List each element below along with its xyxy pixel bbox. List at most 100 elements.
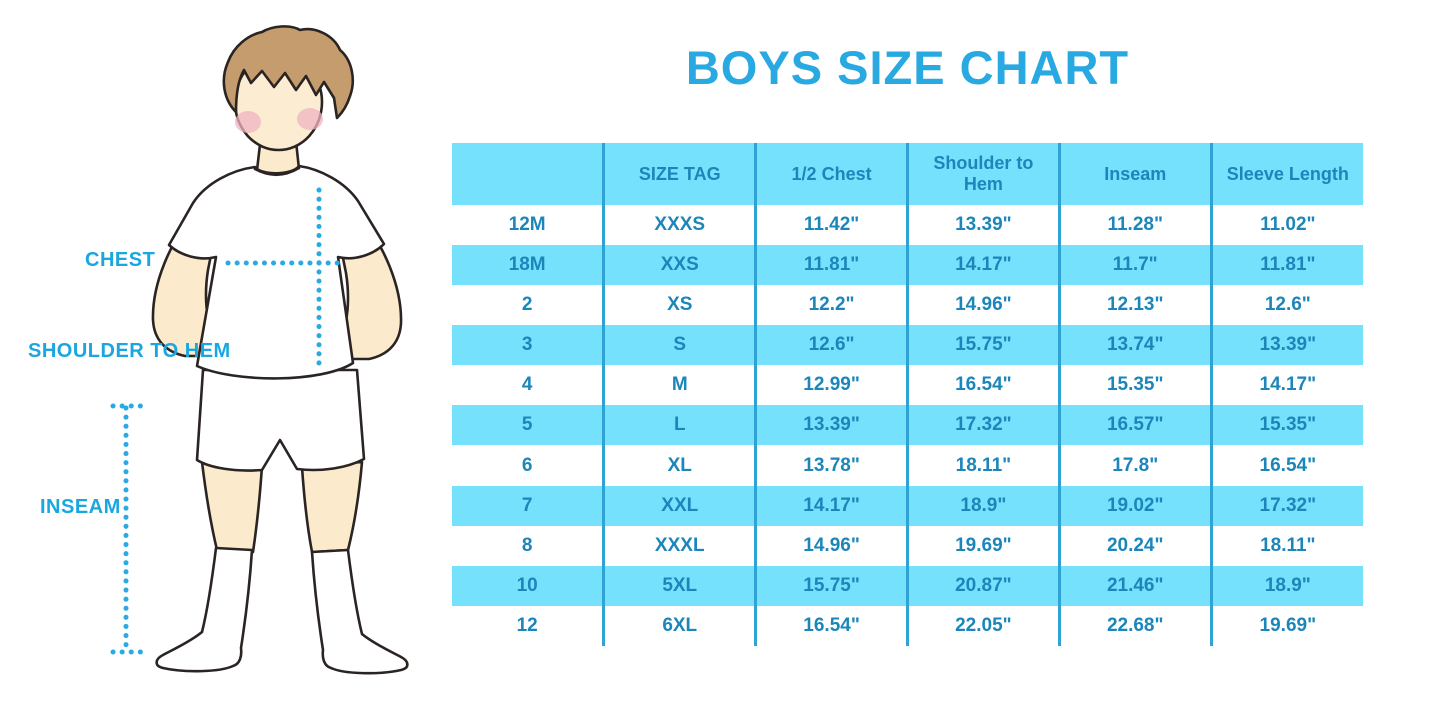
table-cell: 16.57" [1059, 405, 1213, 446]
table-row: 8 XXXL 14.96" 19.69" 20.24" 18.11" [452, 525, 1363, 566]
table-cell: 15.35" [1059, 365, 1213, 406]
table-cell: 5XL [603, 565, 758, 606]
size-table: SIZE TAG 1/2 Chest Shoulder to Hem Insea… [452, 143, 1363, 646]
table-cell: 20.87" [907, 565, 1061, 606]
header-cell-size-tag: SIZE TAG [603, 143, 758, 205]
header-cell-sleeve-length: Sleeve Length [1226, 163, 1349, 184]
table-cell: 14.17" [907, 245, 1061, 286]
table-row: 6 XL 13.78" 18.11" 17.8" 16.54" [452, 445, 1363, 486]
table-cell: 11.81" [755, 245, 909, 286]
table-row: 7 XXL 14.17" 18.9" 19.02" 17.32" [452, 485, 1363, 526]
header-cell-inseam: Inseam [1059, 143, 1213, 205]
table-cell: 18.11" [1260, 534, 1316, 556]
table-row: 12 6XL 16.54" 22.05" 22.68" 19.69" [452, 605, 1363, 646]
table-cell: 14.17" [755, 485, 909, 526]
table-cell: 22.05" [907, 605, 1061, 646]
table-cell: 3 [452, 325, 606, 366]
table-cell: 12.2" [755, 285, 909, 326]
shoulder-to-hem-label: SHOULDER TO HEM [28, 340, 231, 362]
table-cell: 4 [452, 365, 606, 406]
table-cell: 5 [452, 405, 606, 446]
table-row: 5 L 13.39" 17.32" 16.57" 15.35" [452, 405, 1363, 446]
table-cell: 15.35" [1259, 414, 1317, 436]
table-cell: 7 [452, 485, 606, 526]
table-cell: 8 [452, 525, 606, 566]
table-cell: 11.7" [1059, 245, 1213, 286]
table-cell: 6 [452, 445, 606, 486]
shorts [195, 368, 366, 472]
table-row: 4 M 12.99" 16.54" 15.35" 14.17" [452, 365, 1363, 406]
table-row: 18M XXS 11.81" 14.17" 11.7" 11.81" [452, 245, 1363, 286]
page-title: BOYS SIZE CHART [685, 41, 1130, 94]
table-cell: 12.99" [755, 365, 909, 406]
leg-right [300, 460, 364, 554]
cheek-right [297, 108, 323, 130]
table-cell: 20.24" [1059, 525, 1213, 566]
table-cell: 22.68" [1059, 605, 1213, 646]
table-cell: 14.17" [1259, 374, 1317, 396]
table-cell: 11.81" [1260, 254, 1316, 276]
table-cell: 18M [452, 245, 606, 286]
table-cell: XS [603, 285, 758, 326]
table-row: 12M XXXS 11.42" 13.39" 11.28" 11.02" [452, 205, 1363, 246]
header-cell-size [452, 143, 606, 205]
table-cell: 21.46" [1059, 565, 1213, 606]
table-cell: 17.32" [907, 405, 1061, 446]
table-cell: 14.96" [907, 285, 1061, 326]
table-cell: 19.69" [1259, 614, 1317, 636]
table-row: 3 S 12.6" 15.75" 13.74" 13.39" [452, 325, 1363, 366]
table-cell: 12 [452, 605, 606, 646]
table-cell: 16.54" [1259, 454, 1317, 476]
table-cell: 18.9" [1264, 574, 1311, 596]
header-cell-shoulder-to-hem: Shoulder to Hem [907, 143, 1061, 205]
table-cell: XL [603, 445, 758, 486]
hair [222, 25, 354, 120]
table-cell: XXS [603, 245, 758, 286]
table-cell: 13.74" [1059, 325, 1213, 366]
chest-label: CHEST [85, 249, 156, 271]
table-cell: 12.6" [1264, 294, 1311, 316]
size-table-body: 12M XXXS 11.42" 13.39" 11.28" 11.02" 18M XXS 11.… [452, 205, 1363, 646]
table-cell: 13.39" [907, 205, 1061, 246]
table-cell: 6XL [603, 605, 758, 646]
table-cell: 19.02" [1059, 485, 1213, 526]
table-cell: 17.32" [1259, 494, 1317, 516]
table-cell: 18.9" [907, 485, 1061, 526]
table-cell: 13.39" [1259, 334, 1317, 356]
table-cell: 11.28" [1059, 205, 1213, 246]
table-cell: XXXS [603, 205, 758, 246]
table-cell: 2 [452, 285, 606, 326]
table-cell: 11.02" [1260, 214, 1316, 236]
table-row: 10 5XL 15.75" 20.87" 21.46" 18.9" [452, 565, 1363, 606]
cheek-left [235, 111, 261, 133]
sock-left [155, 546, 254, 673]
size-table-header: SIZE TAG 1/2 Chest Shoulder to Hem Insea… [452, 143, 1363, 205]
table-cell: 17.8" [1059, 445, 1213, 486]
header-row: SIZE TAG 1/2 Chest Shoulder to Hem Insea… [452, 143, 1363, 205]
table-cell: 12M [452, 205, 606, 246]
table-cell: 11.42" [755, 205, 909, 246]
table-cell: L [603, 405, 758, 446]
table-cell: XXL [603, 485, 758, 526]
table-cell: M [603, 365, 758, 406]
header-cell-half-chest: 1/2 Chest [755, 143, 909, 205]
table-cell: XXXL [603, 525, 758, 566]
collar-line [253, 166, 301, 177]
t-shirt [167, 164, 386, 380]
table-cell: 12.13" [1059, 285, 1213, 326]
table-cell: 19.69" [907, 525, 1061, 566]
table-cell: 12.6" [755, 325, 909, 366]
table-row: 2 XS 12.2" 14.96" 12.13" 12.6" [452, 285, 1363, 326]
table-cell: 13.39" [755, 405, 909, 446]
table-cell: 14.96" [755, 525, 909, 566]
table-cell: 18.11" [907, 445, 1061, 486]
table-cell: 13.78" [755, 445, 909, 486]
table-cell: 10 [452, 565, 606, 606]
table-cell: S [603, 325, 758, 366]
leg-left [200, 460, 264, 554]
table-cell: 15.75" [907, 325, 1061, 366]
table-cell: 16.54" [907, 365, 1061, 406]
inseam-label: INSEAM [40, 496, 121, 518]
table-cell: 16.54" [755, 605, 909, 646]
